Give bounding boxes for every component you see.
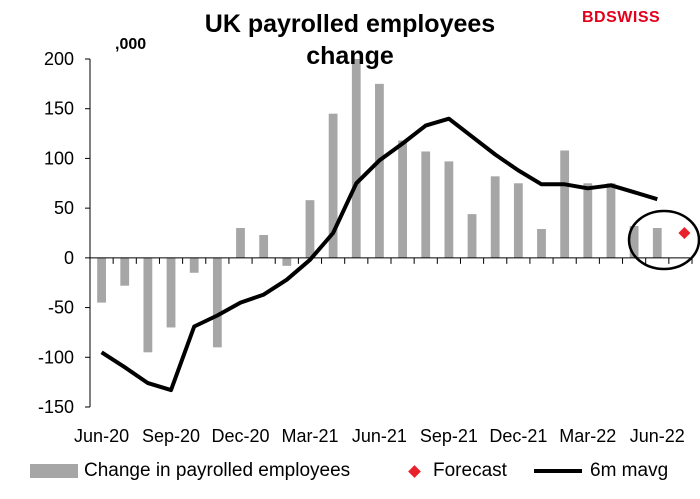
x-tick-label: Sep-20 bbox=[142, 426, 200, 446]
y-tick-label: -100 bbox=[38, 347, 74, 367]
bar-Jan-22 bbox=[537, 229, 546, 258]
bar-series bbox=[97, 59, 662, 353]
bar-Nov-20 bbox=[212, 257, 222, 348]
x-tick-label: Jun-22 bbox=[630, 426, 685, 446]
x-tick-label: Sep-21 bbox=[420, 426, 478, 446]
x-tick-label: Mar-22 bbox=[559, 426, 616, 446]
brand-logo: BDSWISS bbox=[582, 9, 661, 26]
x-tick-label: Dec-20 bbox=[211, 426, 269, 446]
x-tick-label: Jun-20 bbox=[74, 426, 129, 446]
bar-Apr-21 bbox=[328, 113, 338, 258]
x-tick-label: Mar-21 bbox=[281, 426, 338, 446]
bar-Oct-20 bbox=[189, 257, 199, 273]
legend: Change in payrolled employees Forecast 6… bbox=[30, 458, 690, 484]
legend-item-mavg: 6m mavg bbox=[534, 458, 668, 484]
bar-Sep-21 bbox=[444, 161, 454, 258]
y-tick-label: 150 bbox=[44, 99, 74, 119]
bar-Mar-22 bbox=[583, 183, 593, 258]
y-tick-label: 0 bbox=[64, 248, 74, 268]
bar-May-21 bbox=[351, 59, 361, 258]
y-axis-ticks: 200 150 100 50 0 -50 -100 -150 bbox=[38, 49, 90, 417]
bar-Mar-21 bbox=[305, 200, 315, 258]
legend-swatch-forecast bbox=[408, 464, 421, 478]
bar-Dec-21 bbox=[513, 183, 523, 258]
y-tick-label: -50 bbox=[48, 298, 74, 318]
legend-item-bars: Change in payrolled employees bbox=[30, 458, 350, 484]
forecast-circle bbox=[627, 209, 700, 271]
bar-Feb-22 bbox=[560, 150, 570, 258]
bar-Jul-21 bbox=[398, 140, 407, 258]
legend-label-mavg: 6m mavg bbox=[590, 460, 669, 481]
bar-Jul-20 bbox=[120, 257, 130, 286]
y-tick-label: -150 bbox=[38, 397, 74, 417]
bar-Jun-22 bbox=[652, 228, 662, 258]
bar-Sep-20 bbox=[166, 257, 176, 328]
bar-May-22 bbox=[629, 226, 639, 258]
x-tick-label: Dec-21 bbox=[489, 426, 547, 446]
legend-swatch-bars bbox=[30, 464, 78, 478]
axes bbox=[89, 59, 693, 407]
chart-title: UK payrolled employees change bbox=[204, 10, 496, 70]
bar-Jun-20 bbox=[97, 257, 106, 303]
bar-Jan-21 bbox=[259, 234, 269, 258]
bar-Apr-22 bbox=[606, 183, 616, 258]
mavg-line bbox=[100, 116, 658, 393]
forecast-marker bbox=[678, 227, 691, 239]
bar-Nov-21 bbox=[490, 176, 500, 258]
x-tick-label: Jun-21 bbox=[352, 426, 407, 446]
unit-label: ,000 bbox=[115, 36, 147, 53]
bar-Jun-21 bbox=[375, 83, 384, 258]
bar-Oct-21 bbox=[467, 214, 477, 258]
bar-Aug-21 bbox=[421, 151, 431, 258]
legend-item-forecast: Forecast bbox=[402, 458, 507, 484]
y-tick-label: 50 bbox=[54, 198, 74, 218]
y-tick-label: 100 bbox=[44, 148, 74, 168]
legend-swatch-mavg bbox=[534, 469, 582, 473]
forecast-point bbox=[678, 227, 691, 239]
x-axis-ticks: Jun-20 Sep-20 Dec-20 Mar-21 Jun-21 Sep-21 Dec-… bbox=[74, 426, 685, 446]
legend-label-bars: Change in payrolled employees bbox=[84, 460, 351, 481]
legend-label-forecast: Forecast bbox=[433, 460, 507, 481]
bar-Feb-21 bbox=[282, 257, 292, 266]
bar-Aug-20 bbox=[143, 257, 153, 353]
bar-Dec-20 bbox=[236, 228, 245, 258]
y-tick-label: 200 bbox=[44, 49, 74, 69]
